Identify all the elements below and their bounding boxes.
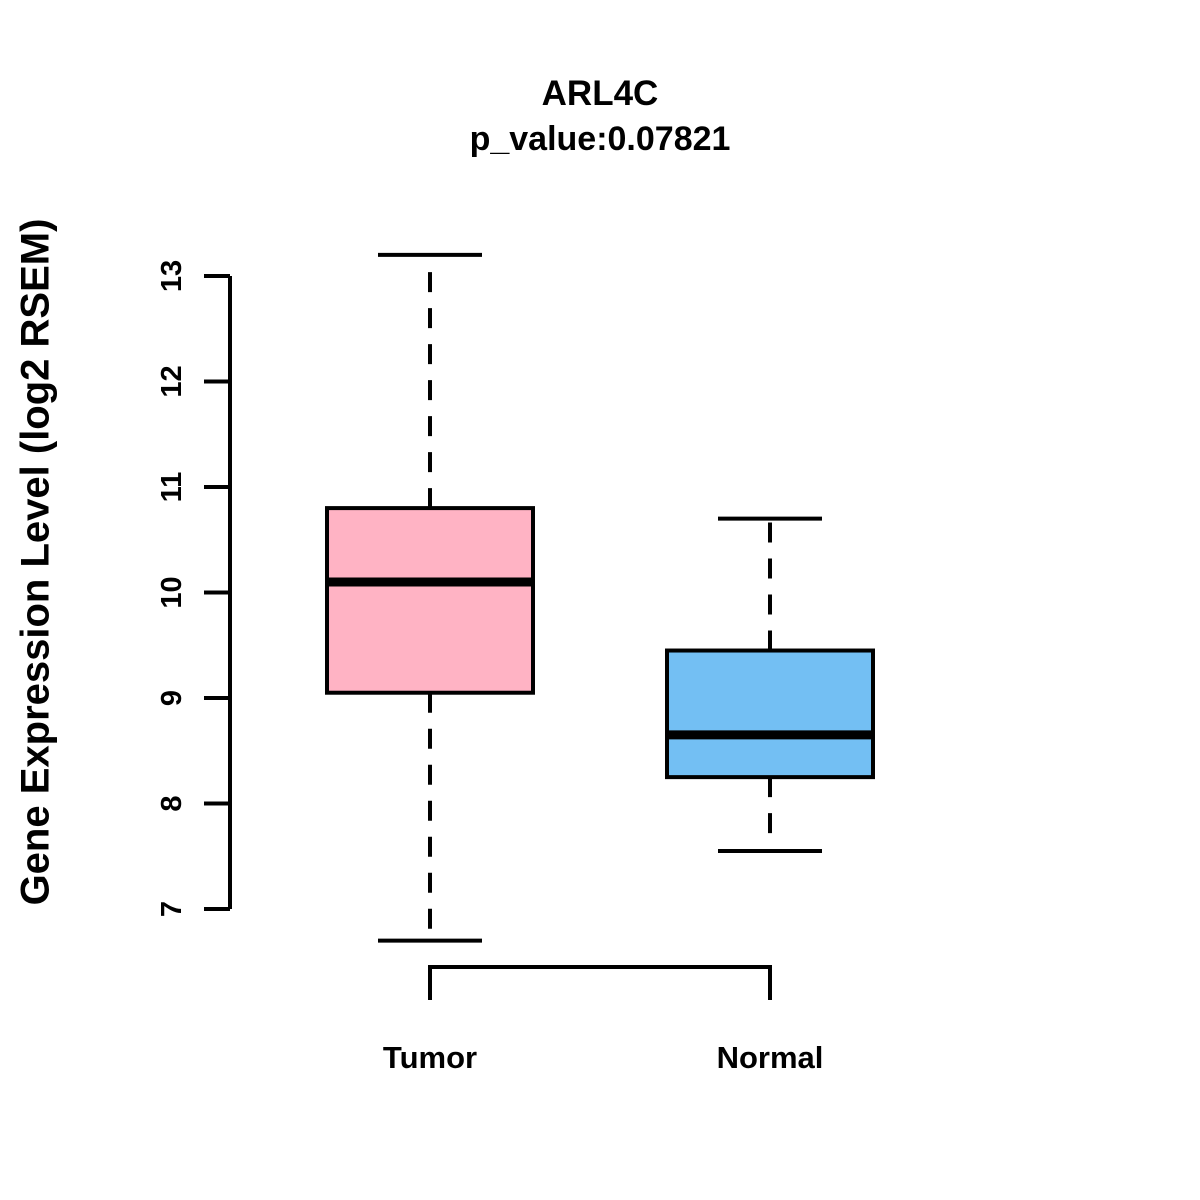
y-tick-label: 7 [156, 901, 188, 917]
y-tick-label: 8 [156, 795, 188, 811]
x-category-label-normal: Normal [716, 1040, 824, 1075]
chart-title: ARL4C [541, 74, 659, 113]
x-axis-bracket [428, 965, 772, 1000]
y-tick-label: 13 [156, 260, 188, 292]
y-tick-label: 11 [156, 472, 188, 503]
normal-box [665, 648, 875, 780]
y-tick-label: 12 [156, 365, 188, 397]
y-tick-label: 10 [156, 576, 188, 608]
x-category-label-tumor: Tumor [382, 1040, 478, 1075]
tumor-box [325, 506, 535, 695]
y-tick-label: 9 [156, 690, 188, 706]
chart-subtitle: p_value:0.07821 [469, 120, 731, 158]
